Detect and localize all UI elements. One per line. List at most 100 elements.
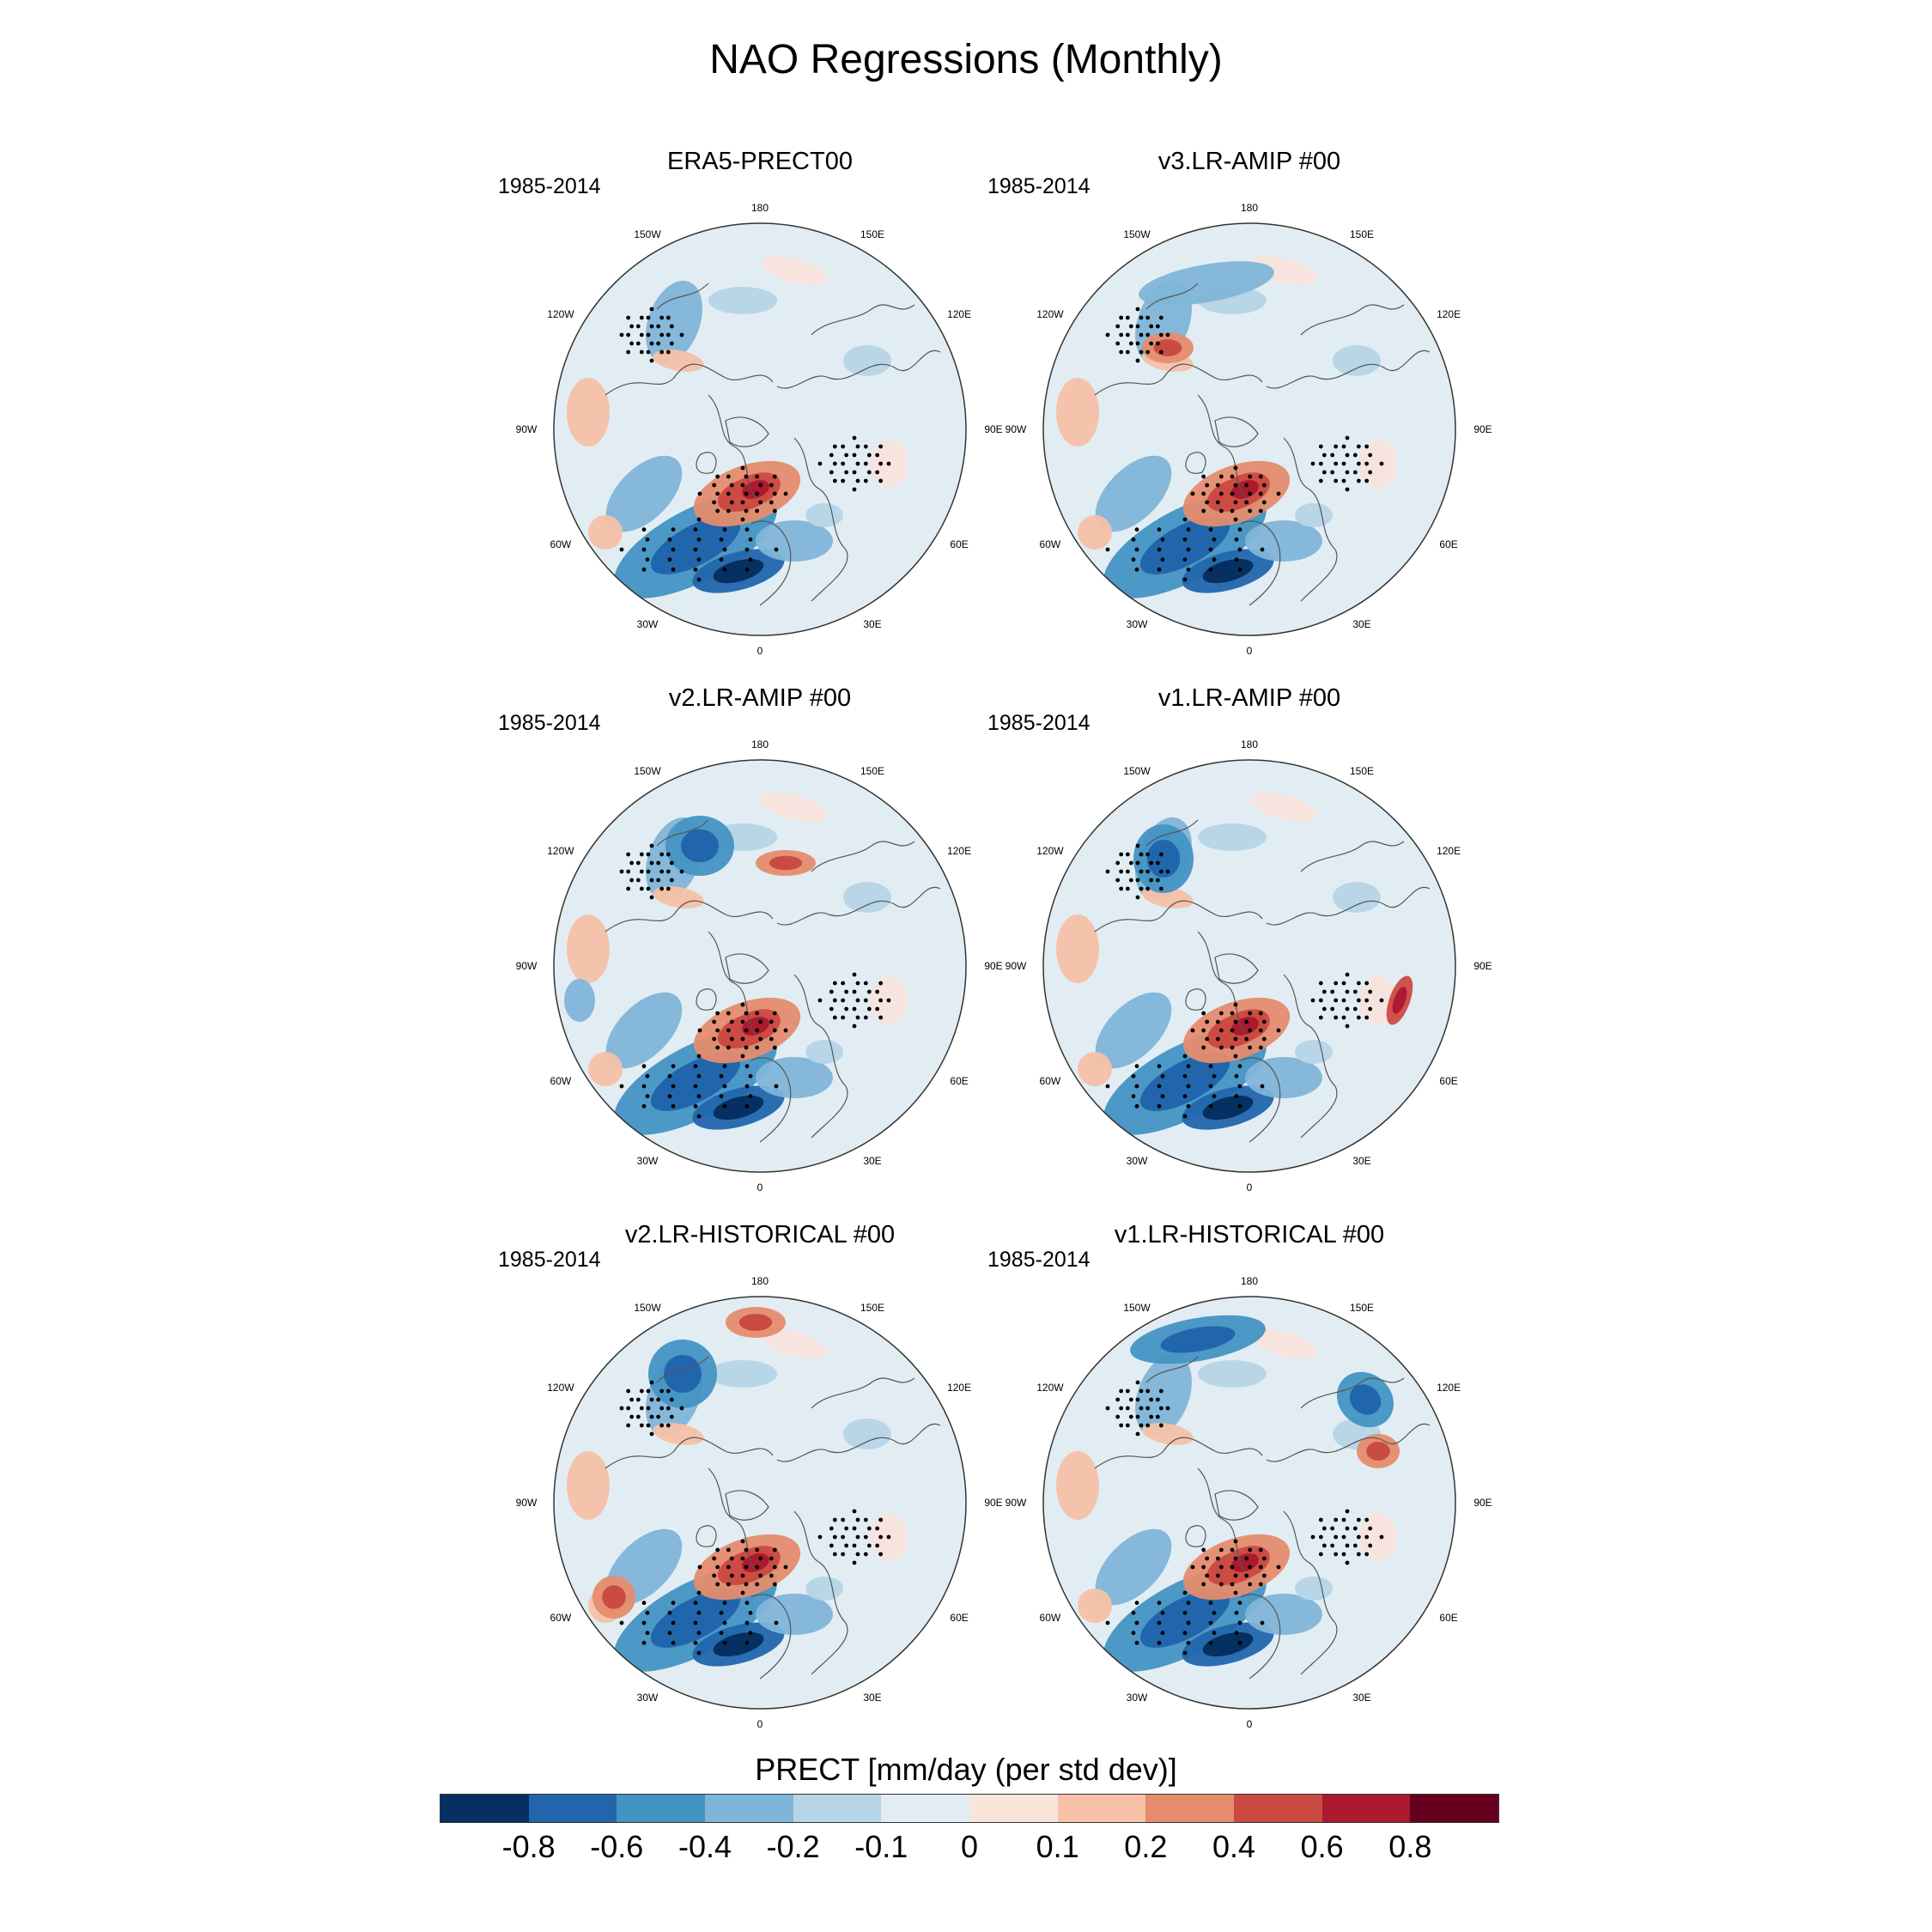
significance-dot [1244, 1556, 1249, 1561]
significance-dot [639, 852, 644, 857]
longitude-label: 30E [863, 618, 881, 630]
significance-dot [748, 1631, 753, 1636]
significance-dot [1258, 508, 1263, 513]
significance-dot [1134, 1064, 1139, 1069]
coastline [750, 1594, 792, 1680]
significance-dot [844, 453, 849, 458]
significance-dot [744, 1045, 749, 1050]
panel-period: 1985-2014 [987, 711, 1091, 735]
significance-dot [744, 1084, 750, 1089]
significance-dot [665, 332, 671, 337]
longitude-label: 120W [1036, 1382, 1064, 1394]
longitude-label: 150E [860, 765, 884, 777]
significance-dot [832, 998, 837, 1003]
significance-dot [1310, 461, 1315, 466]
significance-dot [649, 324, 654, 329]
panel-title: v1.LR-HISTORICAL #00 [1114, 1221, 1385, 1249]
coastline [708, 1467, 756, 1572]
coastline [1145, 819, 1199, 847]
significance-dot [729, 483, 734, 488]
significance-dot [649, 341, 654, 346]
significance-dot [1341, 981, 1346, 986]
longitude-label: 90W [1005, 423, 1027, 435]
significance-dot [671, 567, 676, 572]
longitude-label: 180 [751, 738, 769, 750]
significance-dot [863, 1015, 868, 1020]
significance-dot [646, 332, 651, 337]
longitude-label: 150W [1123, 228, 1151, 240]
anomaly-region [1295, 503, 1333, 527]
significance-dot [1215, 1556, 1220, 1561]
map-panel-v3-amip: 180 150E 120E 90E 60E 30E 0 30W 60W 90W 120W 150W v… [987, 148, 1492, 670]
significance-dot [1125, 886, 1130, 891]
significance-dot [1330, 1543, 1335, 1548]
significance-dot [1158, 869, 1163, 874]
significance-dot [1139, 332, 1144, 337]
significance-dot [772, 491, 777, 496]
significance-dot [852, 972, 857, 977]
significance-dot [671, 1084, 676, 1089]
longitude-label: 30E [863, 1692, 881, 1704]
significance-dot [669, 860, 674, 866]
anomaly-core [1202, 1095, 1254, 1121]
coastline [696, 1525, 717, 1547]
significance-dot [619, 869, 624, 874]
significance-dot [740, 1539, 745, 1544]
significance-dot [649, 895, 654, 900]
significance-dot [866, 989, 872, 994]
significance-dot [722, 1064, 727, 1069]
significance-dot [619, 1084, 624, 1089]
anomaly-core [713, 1631, 764, 1657]
significance-dot [1157, 547, 1162, 552]
significance-dot [646, 1423, 651, 1428]
significance-dot [1237, 1640, 1242, 1645]
anomaly-region [1359, 440, 1397, 488]
colorbar-tick-label: -0.1 [854, 1829, 908, 1864]
significance-dot [1157, 527, 1162, 532]
coastline [696, 988, 717, 1011]
significance-dot [726, 1011, 731, 1016]
coastline [1185, 1525, 1206, 1547]
significance-dot [1218, 1011, 1224, 1016]
significance-dot [866, 1006, 872, 1012]
significance-dot [1135, 895, 1140, 900]
longitude-label: 180 [1241, 202, 1258, 214]
coastline [1240, 1594, 1281, 1680]
significance-dot [715, 1582, 720, 1587]
significance-dot [649, 1397, 654, 1402]
significance-dot [639, 886, 644, 891]
significance-dot [748, 557, 753, 562]
longitude-label: 150E [1350, 228, 1374, 240]
significance-dot [715, 1547, 720, 1552]
significance-dot [1131, 557, 1136, 562]
longitude-label: 150W [634, 1302, 661, 1314]
significance-dot [744, 1103, 750, 1109]
significance-dot [712, 483, 717, 488]
significance-dot [844, 470, 849, 475]
coastline [811, 1377, 915, 1409]
significance-dot [769, 1019, 774, 1024]
significance-dot [1208, 547, 1213, 552]
significance-dot [1318, 478, 1323, 483]
significance-dot [1115, 341, 1121, 346]
significance-dot [1155, 860, 1160, 866]
coastline [605, 900, 774, 933]
significance-dot [852, 1024, 857, 1029]
significance-dot [656, 878, 661, 883]
significance-dot [726, 1582, 731, 1587]
significance-dot [740, 1036, 745, 1042]
longitude-label: 30W [637, 1692, 659, 1704]
anomaly-region [756, 1594, 833, 1635]
significance-dot [656, 324, 661, 329]
significance-dot [715, 1028, 720, 1033]
longitude-label: 150W [1123, 1302, 1151, 1314]
significance-dot [1145, 1423, 1151, 1428]
significance-dot [649, 843, 654, 848]
significance-dot [852, 1526, 857, 1531]
significance-dot [1234, 1073, 1239, 1078]
significance-dot [641, 1601, 647, 1606]
colorbar-tick-label: 0.6 [1300, 1829, 1344, 1864]
anomaly-region [1250, 1328, 1317, 1359]
significance-dot [729, 1019, 734, 1024]
significance-dot [1218, 1028, 1224, 1033]
